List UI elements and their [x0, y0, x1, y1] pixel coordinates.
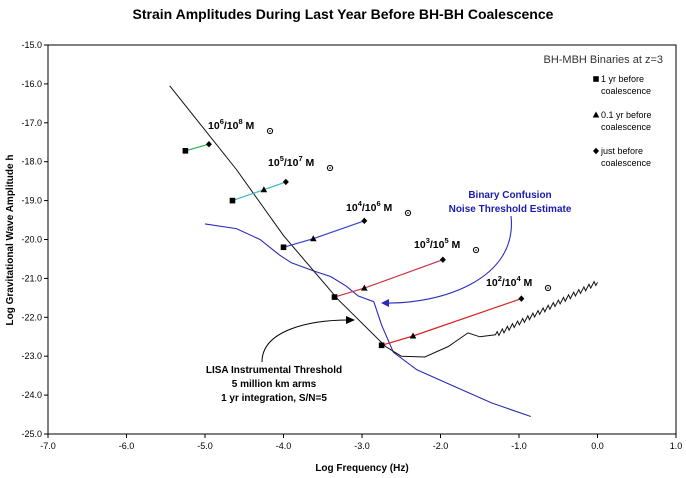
y-tick-label: -20.0 — [21, 235, 42, 245]
solar-mass-dot — [329, 167, 331, 169]
y-tick-label: -17.0 — [21, 118, 42, 128]
binary-confusion-curve — [204, 223, 531, 418]
square-marker — [331, 294, 338, 300]
annotations: Binary Confusion Noise Threshold Estimate… — [206, 190, 572, 404]
lisa-annotation-1: LISA Instrumental Threshold — [206, 365, 342, 376]
chart-lines — [169, 85, 598, 418]
x-tick-label: -1.0 — [511, 441, 527, 451]
legend-label: 1 yr before — [601, 74, 644, 84]
triangle-marker — [361, 284, 368, 291]
axis-ticks: -7.0 -6.0 -5.0 -4.0 -3.0 -2.0 -1.0 0.0 1.0 -15.0 -… — [21, 40, 682, 451]
legend-label-cont: coalescence — [601, 158, 651, 168]
inset-title: BH-MBH Binaries at z=3 — [543, 54, 663, 66]
series-label: 102/104 M — [486, 274, 533, 289]
square-marker — [280, 244, 287, 251]
x-tick-label: -7.0 — [40, 441, 56, 451]
solar-mass-dot — [547, 287, 549, 289]
series-label: 106/108 M — [208, 117, 255, 132]
square-marker — [593, 76, 599, 82]
x-tick-label: -6.0 — [119, 441, 135, 451]
chart-series: 106/108 M 105/107 M 104/106 M 103/105 M 102/… — [182, 117, 552, 349]
solar-mass-dot — [475, 249, 477, 251]
y-tick-label: -21.0 — [21, 273, 42, 283]
square-marker — [229, 197, 236, 204]
lisa-arrow — [261, 319, 350, 363]
x-tick-label: -3.0 — [354, 441, 370, 451]
solar-mass-dot — [407, 212, 409, 214]
diamond-marker — [361, 217, 368, 225]
triangle-marker — [592, 111, 600, 118]
series-label: 104/106 M — [346, 199, 393, 214]
confusion-annotation-1: Binary Confusion — [468, 190, 551, 201]
solar-mass-symbol — [326, 164, 334, 172]
solar-mass-symbol — [266, 127, 274, 135]
solar-mass-symbol — [544, 284, 552, 292]
confusion-annotation-2: Noise Threshold Estimate — [449, 204, 572, 215]
x-tick-label: 1.0 — [670, 441, 683, 451]
diamond-marker — [205, 140, 212, 148]
chart-title: Strain Amplitudes During Last Year Befor… — [133, 6, 554, 22]
y-tick-label: -24.0 — [21, 390, 42, 400]
diamond-marker — [282, 178, 289, 186]
triangle-marker — [260, 186, 268, 193]
y-tick-label: -18.0 — [21, 157, 42, 167]
legend-label-cont: coalescence — [601, 122, 651, 132]
square-marker — [378, 342, 385, 349]
square-marker — [182, 148, 189, 154]
series-label: 103/105 M — [414, 236, 461, 251]
y-tick-label: -15.0 — [21, 40, 42, 50]
triangle-marker — [409, 332, 417, 339]
solar-mass-symbol — [404, 209, 412, 217]
x-axis-label: Log Frequency (Hz) — [315, 463, 408, 474]
legend-label-cont: coalescence — [601, 86, 651, 96]
y-tick-label: -23.0 — [21, 351, 42, 361]
legend: 1 yr before coalescence 0.1 yr before coale… — [592, 74, 652, 168]
x-tick-label: -4.0 — [276, 441, 292, 451]
legend-label: 0.1 yr before — [601, 110, 652, 120]
solar-mass-symbol — [472, 246, 480, 254]
diamond-marker — [518, 295, 525, 302]
lisa-annotation-2: 5 million km arms — [232, 379, 317, 390]
y-tick-label: -22.0 — [21, 312, 42, 322]
lisa-threshold-curve — [169, 85, 598, 358]
y-tick-label: -25.0 — [21, 429, 42, 439]
y-axis-label: Log Gravitational Wave Amplitude h — [5, 155, 16, 326]
diamond-marker — [593, 147, 599, 155]
lisa-annotation-3: 1 yr integration, S/N=5 — [221, 393, 327, 404]
confusion-arrowhead — [381, 299, 389, 307]
series-label: 105/107 M — [268, 154, 315, 169]
confusion-arrow — [385, 215, 512, 304]
y-tick-label: -19.0 — [21, 196, 42, 206]
x-tick-label: -2.0 — [433, 441, 449, 451]
solar-mass-dot — [269, 130, 271, 132]
lisa-arrowhead — [346, 316, 355, 324]
series-track — [185, 143, 210, 152]
diamond-marker — [439, 256, 446, 263]
plot-area — [47, 44, 677, 435]
y-tick-label: -16.0 — [21, 79, 42, 89]
x-tick-label: -5.0 — [197, 441, 213, 451]
triangle-marker — [310, 235, 317, 242]
x-tick-label: 0.0 — [591, 441, 604, 451]
legend-label: just before — [600, 146, 643, 156]
